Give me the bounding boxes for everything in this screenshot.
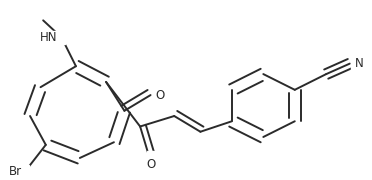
Text: O: O xyxy=(156,89,165,102)
Text: HN: HN xyxy=(40,31,58,44)
Text: Br: Br xyxy=(9,165,22,177)
Bar xyxy=(147,151,154,165)
Bar xyxy=(50,31,65,44)
Text: O: O xyxy=(146,158,155,171)
Bar xyxy=(152,89,160,102)
Bar xyxy=(15,165,29,178)
Bar xyxy=(352,57,359,70)
Text: N: N xyxy=(355,57,364,70)
